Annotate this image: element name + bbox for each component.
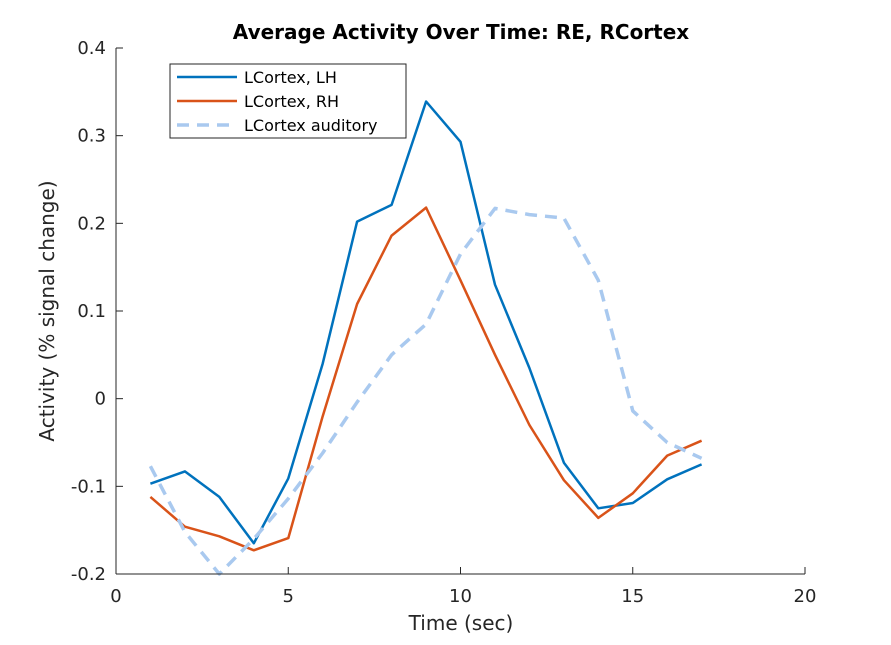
y-tick-label: 0 [95,389,106,410]
x-tick-label: 20 [794,586,817,607]
series-line-2 [149,206,703,552]
legend-label-2: LCortex, RH [244,92,339,111]
series-layer [148,100,703,576]
y-tick-label: 0.1 [77,301,106,322]
x-tick-label: 10 [449,586,472,607]
y-axis-ticks: -0.2 -0.1 0 0.1 0.2 0.3 0.4 [71,38,123,585]
series-line-3 [148,206,703,576]
y-tick-label: -0.2 [71,564,106,585]
x-axis-ticks: 0 5 10 15 20 [110,567,816,607]
y-tick-label: 0.2 [77,213,106,234]
y-tick-label: -0.1 [71,476,106,497]
x-tick-label: 15 [621,586,644,607]
legend-label-1: LCortex, LH [244,68,337,87]
y-tick-label: 0.3 [77,126,106,147]
series-line-1 [149,100,703,545]
x-tick-label: 0 [110,586,121,607]
legend-label-3: LCortex auditory [244,116,378,135]
y-axis-label: Activity (% signal change) [35,180,59,441]
chart-title: Average Activity Over Time: RE, RCortex [233,20,689,44]
x-axis-label: Time (sec) [408,611,514,635]
legend: LCortex, LH LCortex, RH LCortex auditory [169,63,407,139]
x-tick-label: 5 [283,586,294,607]
y-tick-label: 0.4 [77,38,106,59]
